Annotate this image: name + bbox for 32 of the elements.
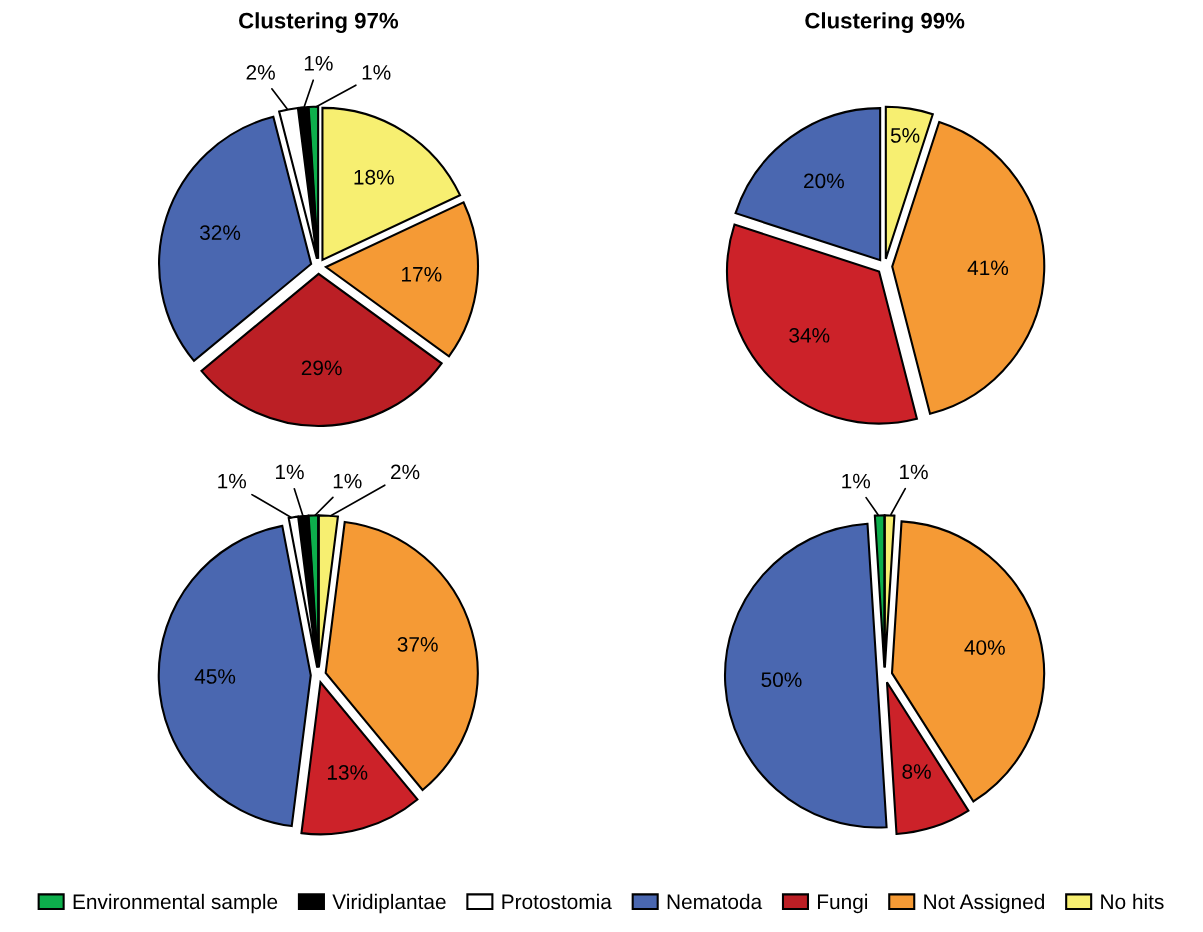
data-label: 32% xyxy=(200,225,241,240)
chart-title: Clustering 99% xyxy=(805,12,965,34)
data-label: 1% xyxy=(362,65,391,80)
data-label: 1% xyxy=(842,473,871,489)
legend-label: Not Assigned xyxy=(924,893,1044,914)
data-label: 5% xyxy=(890,128,920,143)
data-label: 20% xyxy=(804,173,844,189)
data-label: 17% xyxy=(402,266,442,282)
legend-label: Nematoda xyxy=(667,893,763,910)
data-label: 40% xyxy=(964,640,1005,655)
data-label: 1% xyxy=(333,473,362,489)
data-label: 50% xyxy=(761,672,802,688)
data-label: 1% xyxy=(900,464,928,480)
data-label: 37% xyxy=(397,636,438,652)
legend-label: No hits xyxy=(1101,893,1164,910)
data-label: 18% xyxy=(354,169,394,185)
legend-label: Viridiplantae xyxy=(332,893,446,914)
legend-label: Fungi xyxy=(818,893,868,914)
legend-label: Environmental sample xyxy=(73,893,278,914)
data-label: 1% xyxy=(276,464,304,480)
data-label: 41% xyxy=(967,260,1009,276)
data-label: 1% xyxy=(218,473,247,489)
data-label: 45% xyxy=(194,669,236,684)
data-label: 2% xyxy=(246,65,275,80)
data-label: 2% xyxy=(391,464,420,480)
legend-label: Protostomia xyxy=(502,893,612,910)
data-label: 29% xyxy=(301,360,342,376)
data-label: 1% xyxy=(304,55,333,71)
data-label: 8% xyxy=(902,764,931,779)
data-label: 34% xyxy=(789,327,830,343)
data-label: 13% xyxy=(327,765,368,780)
chart-title: Clustering 97% xyxy=(239,12,399,34)
